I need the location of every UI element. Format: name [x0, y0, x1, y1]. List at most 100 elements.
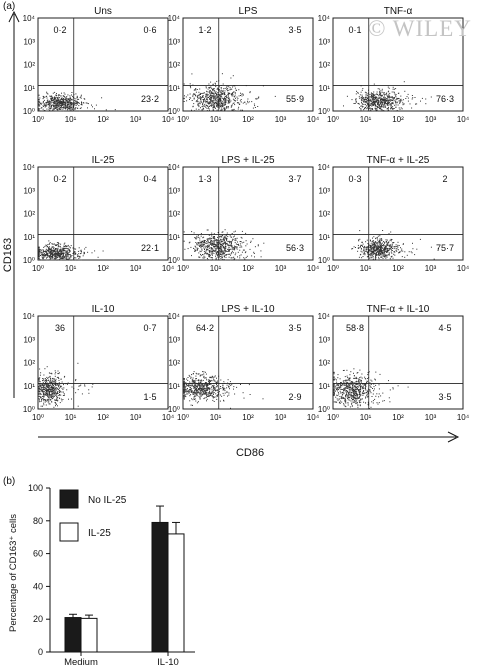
event-dot — [397, 244, 399, 246]
event-dot — [206, 392, 208, 394]
event-dot — [344, 389, 346, 391]
event-dot — [380, 101, 382, 103]
event-dot — [50, 249, 51, 251]
event-dot — [40, 372, 42, 374]
event-dot — [218, 96, 220, 98]
event-dot — [337, 374, 339, 376]
event-dot — [66, 389, 68, 391]
event-dot — [65, 106, 67, 108]
event-dot — [48, 391, 50, 393]
event-dot — [53, 243, 55, 245]
event-dot — [214, 240, 216, 242]
event-dot — [212, 105, 214, 107]
event-dot — [380, 259, 382, 261]
event-dot — [226, 240, 228, 242]
event-dot — [381, 95, 383, 97]
event-dot — [386, 254, 388, 256]
event-dot — [203, 255, 205, 257]
event-dot — [377, 235, 379, 237]
event-dot — [198, 385, 200, 387]
event-dot — [202, 391, 204, 393]
event-dot — [333, 391, 335, 393]
event-dot — [345, 391, 347, 393]
event-dot — [49, 107, 51, 109]
event-dot — [373, 83, 375, 85]
event-dot — [41, 391, 43, 393]
event-dot — [387, 101, 389, 103]
event-dot — [388, 252, 390, 254]
event-dot — [211, 244, 213, 246]
event-dot — [211, 89, 213, 90]
event-dot — [385, 239, 387, 241]
event-dot — [68, 258, 70, 260]
event-dot — [358, 103, 360, 105]
event-dot — [231, 241, 233, 243]
event-dot — [61, 99, 63, 101]
event-dot — [225, 102, 227, 104]
event-dot — [386, 251, 387, 253]
event-dot — [216, 377, 217, 379]
event-dot — [359, 383, 361, 385]
event-dot — [370, 253, 372, 255]
event-dot — [208, 242, 210, 244]
event-dot — [348, 383, 350, 385]
event-dot — [39, 110, 40, 112]
event-dot — [351, 398, 353, 400]
event-dot — [38, 387, 40, 389]
event-dot — [210, 254, 212, 256]
event-dot — [380, 98, 382, 100]
event-dot — [49, 102, 51, 104]
event-dot — [229, 250, 230, 252]
event-dot — [59, 252, 61, 254]
y-tick-label: 10⁰ — [168, 256, 180, 265]
event-dot — [234, 87, 236, 89]
event-dot — [40, 253, 42, 255]
event-dot — [199, 244, 201, 246]
event-dot — [219, 95, 221, 97]
x-tick-label: 10² — [97, 115, 109, 124]
event-dot — [376, 254, 378, 256]
event-dot — [388, 106, 389, 108]
event-dot — [387, 101, 389, 103]
event-dot — [56, 253, 58, 255]
event-dot — [210, 100, 212, 102]
event-dot — [355, 388, 357, 390]
event-dot — [260, 250, 262, 252]
event-dot — [206, 104, 207, 106]
event-dot — [364, 383, 366, 385]
x-tick-label: 10⁰ — [177, 264, 189, 273]
event-dot — [51, 398, 53, 400]
event-dot — [188, 391, 190, 393]
event-dot — [79, 385, 81, 387]
event-dot — [67, 94, 69, 96]
event-dot — [208, 101, 210, 103]
event-dot — [68, 249, 70, 251]
event-dot — [238, 95, 240, 97]
event-dot — [205, 86, 207, 88]
event-dot — [358, 240, 360, 242]
event-dot — [64, 101, 66, 103]
event-dot — [84, 98, 86, 100]
event-dot — [199, 398, 201, 400]
event-dot — [82, 255, 84, 257]
event-dot — [40, 405, 42, 407]
event-dot — [222, 103, 224, 105]
event-dot — [362, 88, 364, 90]
event-dot — [53, 243, 55, 245]
event-dot — [335, 387, 337, 389]
event-dot — [221, 104, 223, 106]
event-dot — [209, 381, 211, 383]
event-dot — [333, 387, 335, 389]
event-dot — [58, 256, 60, 258]
event-dot — [230, 245, 232, 247]
event-dot — [95, 104, 97, 106]
event-dot — [69, 108, 71, 110]
event-dot — [216, 241, 218, 243]
event-dot — [43, 393, 45, 395]
event-dot — [372, 104, 374, 105]
event-dot — [202, 254, 204, 255]
event-dot — [219, 253, 221, 255]
event-dot — [45, 378, 46, 380]
event-dot — [364, 254, 366, 256]
quadrant-ur-value: 0·7 — [143, 323, 156, 333]
